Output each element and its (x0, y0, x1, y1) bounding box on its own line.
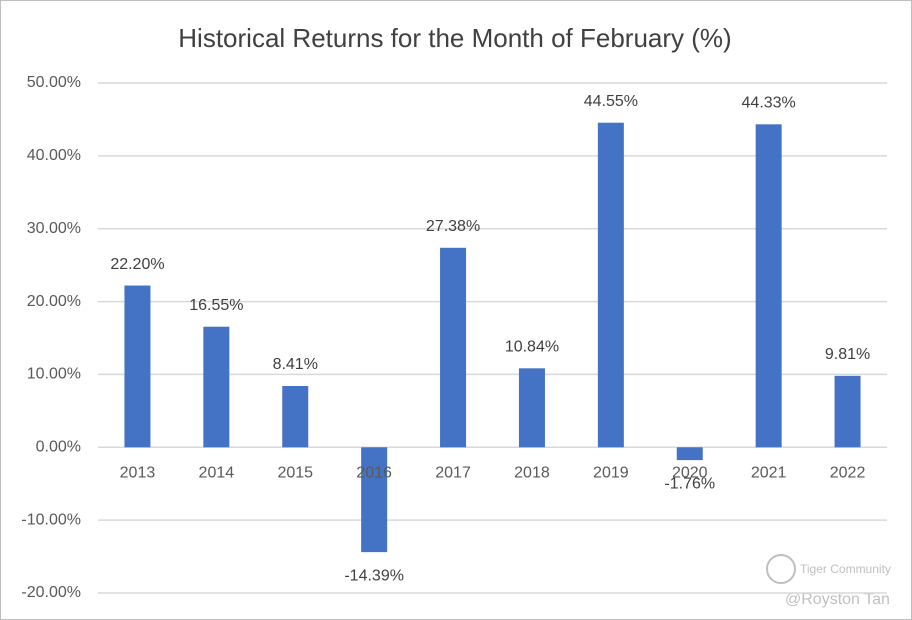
value-label: 16.55% (189, 297, 243, 314)
x-tick-label: 2013 (120, 465, 156, 482)
bar (834, 375, 861, 448)
bar (203, 326, 230, 448)
y-tick-label: 10.00% (27, 366, 81, 383)
watermark-brand: Tiger Community (800, 562, 891, 576)
y-tick-label: 20.00% (27, 293, 81, 310)
value-label: 44.33% (742, 95, 796, 112)
chart-title: Historical Returns for the Month of Febr… (178, 23, 731, 53)
x-tick-label: 2014 (199, 465, 235, 482)
value-label: 44.55% (584, 93, 638, 110)
value-label: 10.84% (505, 339, 559, 356)
value-label: -14.39% (344, 567, 404, 584)
value-label: 9.81% (825, 346, 870, 363)
bar (597, 122, 624, 448)
y-tick-label: 30.00% (27, 220, 81, 237)
watermark-logo (766, 554, 796, 584)
bar (361, 447, 388, 553)
y-tick-label: -10.00% (21, 511, 81, 528)
y-tick-label: 40.00% (27, 147, 81, 164)
watermark: Tiger Community @Royston Tan (766, 554, 891, 608)
x-tick-label: 2015 (277, 465, 313, 482)
bar (282, 386, 309, 448)
bar (518, 368, 545, 448)
x-tick-label: 2018 (514, 465, 550, 482)
bar (755, 124, 782, 448)
x-tick-label: 2016 (356, 465, 392, 482)
y-tick-label: 0.00% (36, 439, 81, 456)
bar (124, 285, 151, 448)
y-tick-label: 50.00% (27, 74, 81, 91)
value-label: 27.38% (426, 218, 480, 235)
bar (676, 447, 703, 461)
x-tick-label: 2017 (435, 465, 471, 482)
watermark-author: @Royston Tan (785, 591, 890, 608)
value-label: 8.41% (273, 356, 318, 373)
x-tick-label: 2020 (672, 465, 708, 482)
y-tick-label: -20.00% (21, 584, 81, 601)
x-tick-label: 2019 (593, 465, 629, 482)
value-label: -1.76% (664, 475, 715, 492)
x-tick-label: 2022 (830, 465, 866, 482)
value-label: 22.20% (110, 256, 164, 273)
x-tick-label: 2021 (751, 465, 787, 482)
bar (440, 247, 467, 448)
